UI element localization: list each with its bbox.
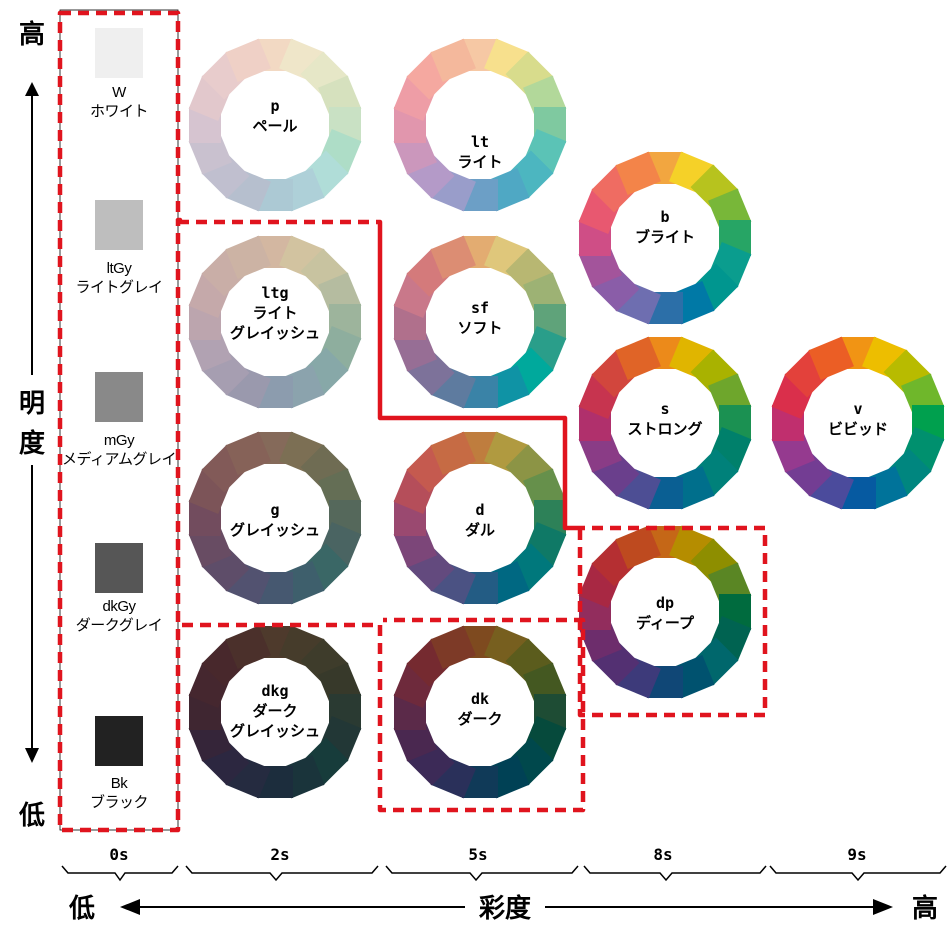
tone-wheel-s: s ストロング (565, 323, 765, 523)
tone-code: s (660, 400, 670, 418)
gray-swatch-light-gray (95, 200, 143, 250)
tone-code: sf (470, 299, 490, 317)
tone-wheel-lt: lt ライト (380, 25, 580, 225)
hue-chip (430, 38, 476, 82)
tone-name: ダーク (457, 710, 503, 728)
gray-swatch-white (95, 28, 143, 78)
tone-code: lt (470, 133, 490, 151)
tone-name: ソフト (457, 319, 503, 337)
tone-wheel-dkg: dkg ダーク グレイッシュ (175, 612, 375, 812)
tone-code: g (270, 501, 280, 519)
tone-code: dkg (261, 682, 289, 700)
tone-name: グレイッシュ (229, 324, 321, 342)
tone-code: p (270, 97, 280, 115)
tone-name: ライト (252, 304, 298, 322)
tone-name: ディープ (635, 614, 695, 632)
chroma-tick: 2s (270, 845, 290, 864)
chroma-low-label: 低 (68, 894, 96, 924)
tone-wheel-dk: dk ダーク (380, 612, 580, 812)
gray-name: ライトグレイ (75, 279, 163, 296)
tone-name: ダル (464, 521, 496, 539)
lightness-title-1: 明 (18, 389, 46, 419)
tone-name: ストロング (627, 420, 703, 438)
tone-wheel-sf: sf ソフト (380, 222, 580, 422)
tone-wheel-dp: dp ディープ (565, 512, 765, 712)
chroma-tick: 0s (109, 845, 129, 864)
tone-code: ltg (261, 284, 289, 302)
chroma-title: 彩度 (478, 894, 532, 924)
chroma-tick: 8s (653, 845, 673, 864)
tone-name: グレイッシュ (229, 722, 321, 740)
tone-name: ダーク (252, 702, 298, 720)
tone-code: dp (655, 594, 675, 612)
gray-code: mGy (103, 432, 135, 449)
gray-name: ダークグレイ (75, 617, 163, 634)
gray-name: ブラック (89, 794, 149, 811)
hue-ring (393, 38, 567, 212)
gray-swatch-black (95, 716, 143, 766)
tone-wheel-g: g グレイッシュ (175, 418, 375, 618)
lightness-title-2: 度 (18, 429, 46, 459)
hue-chip (808, 336, 854, 380)
chroma-tick: 9s (847, 845, 867, 864)
hue-chip (225, 38, 271, 82)
tone-wheel-ltg: ltg ライト グレイッシュ (175, 222, 375, 422)
gray-code: dkGy (102, 598, 136, 615)
gray-code: W (112, 84, 126, 101)
tone-wheel-v: v ビビッド (758, 323, 951, 523)
hue-ring (188, 38, 362, 212)
lightness-high-label: 高 (18, 20, 46, 50)
tone-code: b (660, 208, 670, 226)
gray-swatch-medium-gray (95, 372, 143, 422)
gray-code: Bk (110, 775, 128, 792)
gray-code: ltGy (106, 260, 132, 277)
chroma-tick: 5s (468, 845, 488, 864)
tone-wheel-d: d ダル (380, 418, 580, 618)
gray-name: メディアムグレイ (62, 451, 176, 468)
chroma-high-label: 高 (911, 894, 939, 924)
tone-name: ブライト (634, 228, 696, 246)
hue-chip (615, 151, 661, 195)
lightness-low-label: 低 (18, 801, 46, 831)
tone-name: ビビッド (827, 420, 889, 438)
tone-name: ペール (252, 117, 298, 135)
gray-swatch-dark-gray (95, 543, 143, 593)
tone-code: dk (470, 690, 490, 708)
gray-name: ホワイト (89, 103, 149, 120)
tone-wheel-b: b ブライト (565, 138, 765, 338)
hue-ring (771, 336, 945, 510)
tone-wheel-p: p ペール (175, 25, 375, 225)
tone-code: v (853, 400, 863, 418)
tone-name: グレイッシュ (229, 521, 321, 539)
tone-name: ライト (457, 153, 503, 171)
tone-code: d (475, 501, 485, 519)
